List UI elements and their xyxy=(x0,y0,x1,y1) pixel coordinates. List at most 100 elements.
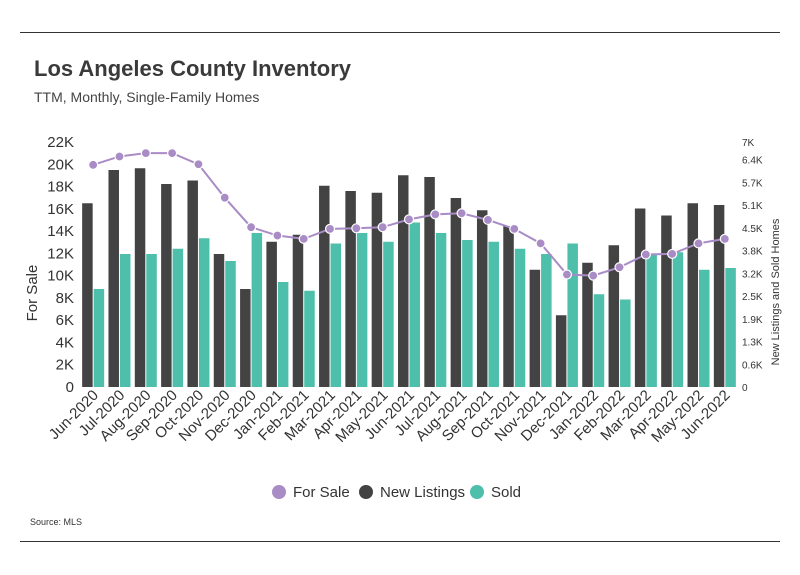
sold-bar xyxy=(93,289,105,387)
for-sale-point xyxy=(193,159,204,170)
left-axis-tick-label: 6K xyxy=(56,312,74,329)
left-axis-tick-label: 16K xyxy=(47,201,74,218)
for-sale-point xyxy=(456,208,467,219)
for-sale-point xyxy=(219,192,230,203)
sold-bar xyxy=(304,290,315,387)
sold-bar xyxy=(198,238,210,387)
for-sale-point xyxy=(114,151,125,162)
sold-bar xyxy=(672,252,684,387)
new-listings-bar xyxy=(503,226,514,387)
new-listings-bar xyxy=(266,241,277,387)
for-sale-point xyxy=(298,233,309,244)
right-axis-tick-label: 0 xyxy=(742,383,748,394)
sold-bar xyxy=(225,261,236,387)
left-axis-tick-label: 4K xyxy=(56,334,74,351)
for-sale-point xyxy=(324,223,336,234)
sold-bar xyxy=(146,254,157,387)
new-listings-bar xyxy=(634,208,646,387)
for-sale-point xyxy=(140,148,151,159)
new-listings-bar xyxy=(82,203,93,387)
legend-label: For Sale xyxy=(293,484,350,501)
sold-bar xyxy=(409,222,420,387)
new-listings-bar xyxy=(476,210,488,387)
new-listings-bar xyxy=(661,215,672,387)
left-axis-tick-label: 12K xyxy=(47,245,74,262)
right-axis-tick-label: 2.5K xyxy=(742,292,763,303)
new-listings-bar xyxy=(187,180,198,387)
legend-label: New Listings xyxy=(380,484,465,501)
sold-bar xyxy=(330,243,342,387)
right-axis-tick-label: 6.4K xyxy=(742,156,763,167)
new-listings-bar xyxy=(529,269,541,387)
sold-bar xyxy=(172,248,184,387)
sold-bar xyxy=(725,268,736,387)
sold-bar xyxy=(356,233,368,387)
new-listings-bar xyxy=(240,289,251,387)
sold-bar xyxy=(383,241,394,387)
left-axis-tick-label: 2K xyxy=(56,357,74,374)
left-axis-tick-label: 22K xyxy=(47,134,74,151)
right-axis-tick-label: 1.3K xyxy=(742,338,763,349)
source-note: Source: MLS xyxy=(30,517,83,527)
new-listings-bar xyxy=(582,262,593,387)
sold-bar xyxy=(277,282,289,387)
right-axis-tick-label: 3.2K xyxy=(742,269,763,280)
sold-bar xyxy=(567,243,578,387)
new-listings-bar xyxy=(161,184,172,387)
sold-bar xyxy=(462,240,473,387)
for-sale-point xyxy=(351,223,362,234)
right-axis-title: New Listings and Sold Homes xyxy=(770,218,782,365)
bottom-rule xyxy=(20,541,780,542)
new-listings-bar xyxy=(345,191,356,387)
right-axis-tick-label: 1.9K xyxy=(742,315,763,326)
sold-bar xyxy=(119,254,131,387)
new-listings-bar xyxy=(450,198,462,387)
for-sale-point xyxy=(719,233,730,244)
for-sale-point xyxy=(509,223,520,234)
for-sale-point xyxy=(561,269,573,280)
sold-bar xyxy=(620,299,631,387)
left-axis-tick-label: 20K xyxy=(47,156,74,173)
right-axis-tick-label: 0.6K xyxy=(742,360,763,371)
new-listings-bar xyxy=(424,177,435,387)
sold-bar xyxy=(251,233,263,387)
left-axis-title: For Sale xyxy=(24,265,41,322)
left-axis-tick-label: 14K xyxy=(47,223,74,240)
sold-bar xyxy=(593,294,605,387)
legend-label: Sold xyxy=(491,484,521,501)
new-listings-bar xyxy=(134,168,146,387)
for-sale-point xyxy=(272,230,283,241)
left-axis-tick-label: 0 xyxy=(66,379,74,396)
left-axis-tick-label: 8K xyxy=(56,290,74,307)
right-axis-tick-label: 3.8K xyxy=(742,247,763,258)
chart-title: Los Angeles County Inventory xyxy=(34,56,352,81)
new-listings-bar xyxy=(608,245,620,387)
new-listings-bar xyxy=(398,175,409,387)
sold-bar xyxy=(488,241,499,387)
new-listings-bar xyxy=(687,203,699,387)
for-sale-point xyxy=(667,248,678,260)
left-axis-tick-label: 10K xyxy=(47,268,74,285)
right-axis-tick-label: 5.7K xyxy=(742,178,763,189)
sold-bar xyxy=(541,254,552,387)
for-sale-point xyxy=(377,222,388,233)
for-sale-point xyxy=(88,159,99,170)
sold-bar xyxy=(699,269,710,387)
right-axis-tick-label: 4.5K xyxy=(742,224,763,235)
new-listings-bar xyxy=(108,170,119,387)
right-axis-tick-label: 5.1K xyxy=(742,201,763,212)
for-sale-point xyxy=(693,238,704,249)
for-sale-point xyxy=(245,222,257,233)
new-listings-bar xyxy=(319,185,330,387)
chart-subtitle: TTM, Monthly, Single-Family Homes xyxy=(34,89,260,105)
for-sale-point xyxy=(430,209,441,220)
legend-marker xyxy=(272,485,286,499)
legend-marker xyxy=(359,485,373,499)
for-sale-point xyxy=(482,214,494,226)
sold-bar xyxy=(514,248,526,387)
top-rule xyxy=(20,32,780,33)
new-listings-bar xyxy=(555,315,567,387)
sold-bar xyxy=(435,233,447,387)
for-sale-point xyxy=(588,270,599,281)
